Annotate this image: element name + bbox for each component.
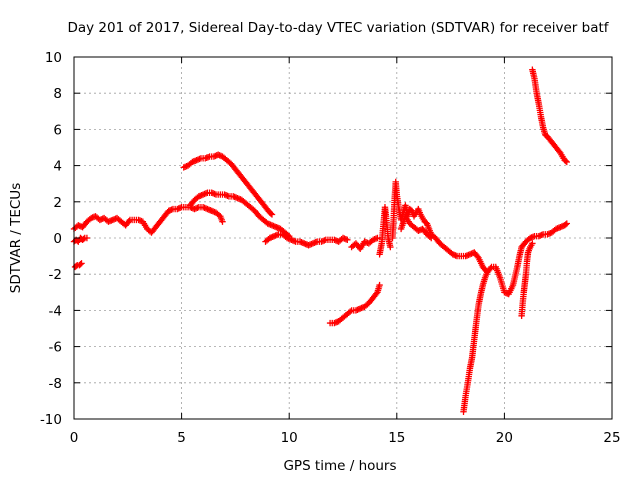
data-point xyxy=(376,281,383,289)
series-arc-2 xyxy=(70,234,91,245)
series-arc-14 xyxy=(529,66,571,166)
data-point xyxy=(219,218,226,225)
y-tick-label: 0 xyxy=(53,231,62,247)
data-point xyxy=(487,265,494,272)
series-arc-13 xyxy=(518,240,536,320)
y-tick-label: -4 xyxy=(49,303,62,319)
y-tick-label: -6 xyxy=(49,340,62,356)
data-point xyxy=(346,308,354,315)
x-tick-label: 25 xyxy=(603,430,620,446)
data-point xyxy=(344,236,351,244)
data-points xyxy=(70,66,571,415)
data-point xyxy=(268,211,276,218)
y-tick-label: 10 xyxy=(45,50,62,66)
chart-title: Day 201 of 2017, Sidereal Day-to-day VTE… xyxy=(67,20,609,36)
data-point xyxy=(83,234,91,242)
axis-ticks: 0 5 10 15 20 25 -10 -8 -6 -4 -2 0 2 4 6 8 10 xyxy=(40,50,621,446)
series-arc-7 xyxy=(348,234,381,253)
series-arc-4 xyxy=(187,189,293,240)
series-arc-10 xyxy=(389,178,571,298)
series-arc-1 xyxy=(70,204,226,236)
data-point xyxy=(387,243,394,251)
x-axis-label: GPS time / hours xyxy=(283,458,396,474)
y-axis-label: SDTVAR / TECUs xyxy=(8,183,24,293)
y-tick-label: 2 xyxy=(53,195,62,211)
x-tick-label: 0 xyxy=(70,430,79,446)
x-tick-label: 5 xyxy=(177,430,186,446)
series-arc-6 xyxy=(262,231,351,249)
y-tick-label: 6 xyxy=(53,122,62,138)
data-point xyxy=(267,210,275,217)
data-point xyxy=(77,261,84,268)
grid xyxy=(74,57,612,419)
data-point xyxy=(483,269,491,276)
data-point xyxy=(426,233,433,240)
data-point xyxy=(374,234,381,242)
y-tick-label: -2 xyxy=(49,267,62,283)
x-tick-label: 15 xyxy=(388,430,405,446)
y-tick-label: 8 xyxy=(53,86,62,102)
x-tick-label: 20 xyxy=(496,430,513,446)
data-point xyxy=(563,158,571,166)
series-arc-8 xyxy=(326,281,383,327)
series-arc-5 xyxy=(180,151,276,218)
data-point xyxy=(78,260,85,267)
data-point xyxy=(562,157,569,165)
series-arc-3 xyxy=(71,260,85,271)
data-point xyxy=(563,220,571,227)
data-point xyxy=(125,218,133,225)
series-arc-12 xyxy=(460,269,491,415)
series-arc-11 xyxy=(397,213,435,242)
x-tick-label: 10 xyxy=(281,430,298,446)
series-arc-9 xyxy=(376,204,394,258)
data-point xyxy=(80,235,87,243)
y-tick-label: -8 xyxy=(49,376,62,392)
data-point xyxy=(428,234,435,242)
y-tick-label: 4 xyxy=(53,159,62,175)
y-tick-label: -10 xyxy=(40,412,62,428)
data-point xyxy=(529,240,536,247)
data-point xyxy=(562,221,569,228)
